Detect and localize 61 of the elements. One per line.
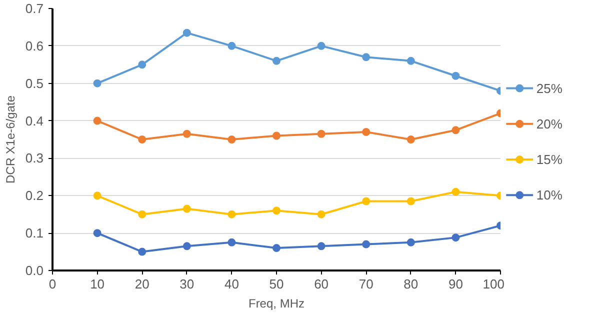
point <box>452 234 460 242</box>
x-tick-label: 10 <box>90 276 105 292</box>
y-tick-label: 0.0 <box>25 263 44 278</box>
point <box>93 229 102 238</box>
point <box>182 28 191 37</box>
point <box>362 128 370 136</box>
y-axis-title: DCR X1e-6/gate <box>3 95 18 184</box>
point <box>182 130 191 138</box>
point <box>138 210 146 218</box>
point <box>228 136 236 144</box>
point <box>93 79 102 88</box>
point <box>317 210 326 218</box>
point <box>228 42 236 50</box>
x-tick-label: 90 <box>448 276 463 292</box>
y-tick-label: 0.3 <box>25 150 44 166</box>
point <box>406 136 415 144</box>
point <box>138 248 146 256</box>
x-tick-label: 70 <box>358 276 374 292</box>
x-tick-label: 100 <box>482 276 505 292</box>
x-tick-label: 30 <box>180 276 194 292</box>
point <box>182 204 191 213</box>
point <box>138 136 146 144</box>
point <box>272 206 280 215</box>
point <box>93 116 102 125</box>
point <box>317 130 326 138</box>
x-tick-label: 0 <box>48 276 56 292</box>
y-tick-label: 0.4 <box>25 113 44 128</box>
legend-label: 15% <box>536 152 563 168</box>
point <box>452 188 460 196</box>
point <box>228 210 236 218</box>
x-tick-label: 20 <box>134 276 150 292</box>
legend-label: 20% <box>536 116 563 132</box>
point <box>362 197 370 206</box>
point <box>138 60 146 69</box>
point <box>362 240 370 248</box>
x-axis-title: Freq, MHz <box>248 296 305 310</box>
x-tick-label: 80 <box>404 276 418 292</box>
x-tick-label: 40 <box>224 276 239 292</box>
y-tick-label: 0.7 <box>25 1 44 16</box>
point <box>228 238 236 246</box>
x-tick-label: 50 <box>269 276 284 292</box>
y-tick-label: 0.2 <box>25 188 44 204</box>
point <box>406 56 415 65</box>
y-tick-label: 0.1 <box>25 226 44 241</box>
point <box>93 192 102 200</box>
point <box>317 42 326 50</box>
point <box>272 56 280 65</box>
y-tick-label: 0.5 <box>25 76 44 91</box>
point <box>317 242 326 250</box>
point <box>452 72 460 80</box>
point <box>452 126 460 134</box>
point <box>272 244 280 252</box>
legend-label: 25% <box>536 80 563 96</box>
point <box>406 197 415 206</box>
x-tick-label: 60 <box>314 276 329 292</box>
y-tick-label: 0.6 <box>25 38 44 54</box>
point <box>182 242 191 250</box>
point <box>406 238 415 246</box>
point <box>362 53 370 62</box>
point <box>272 132 280 140</box>
legend-label: 10% <box>536 188 563 203</box>
